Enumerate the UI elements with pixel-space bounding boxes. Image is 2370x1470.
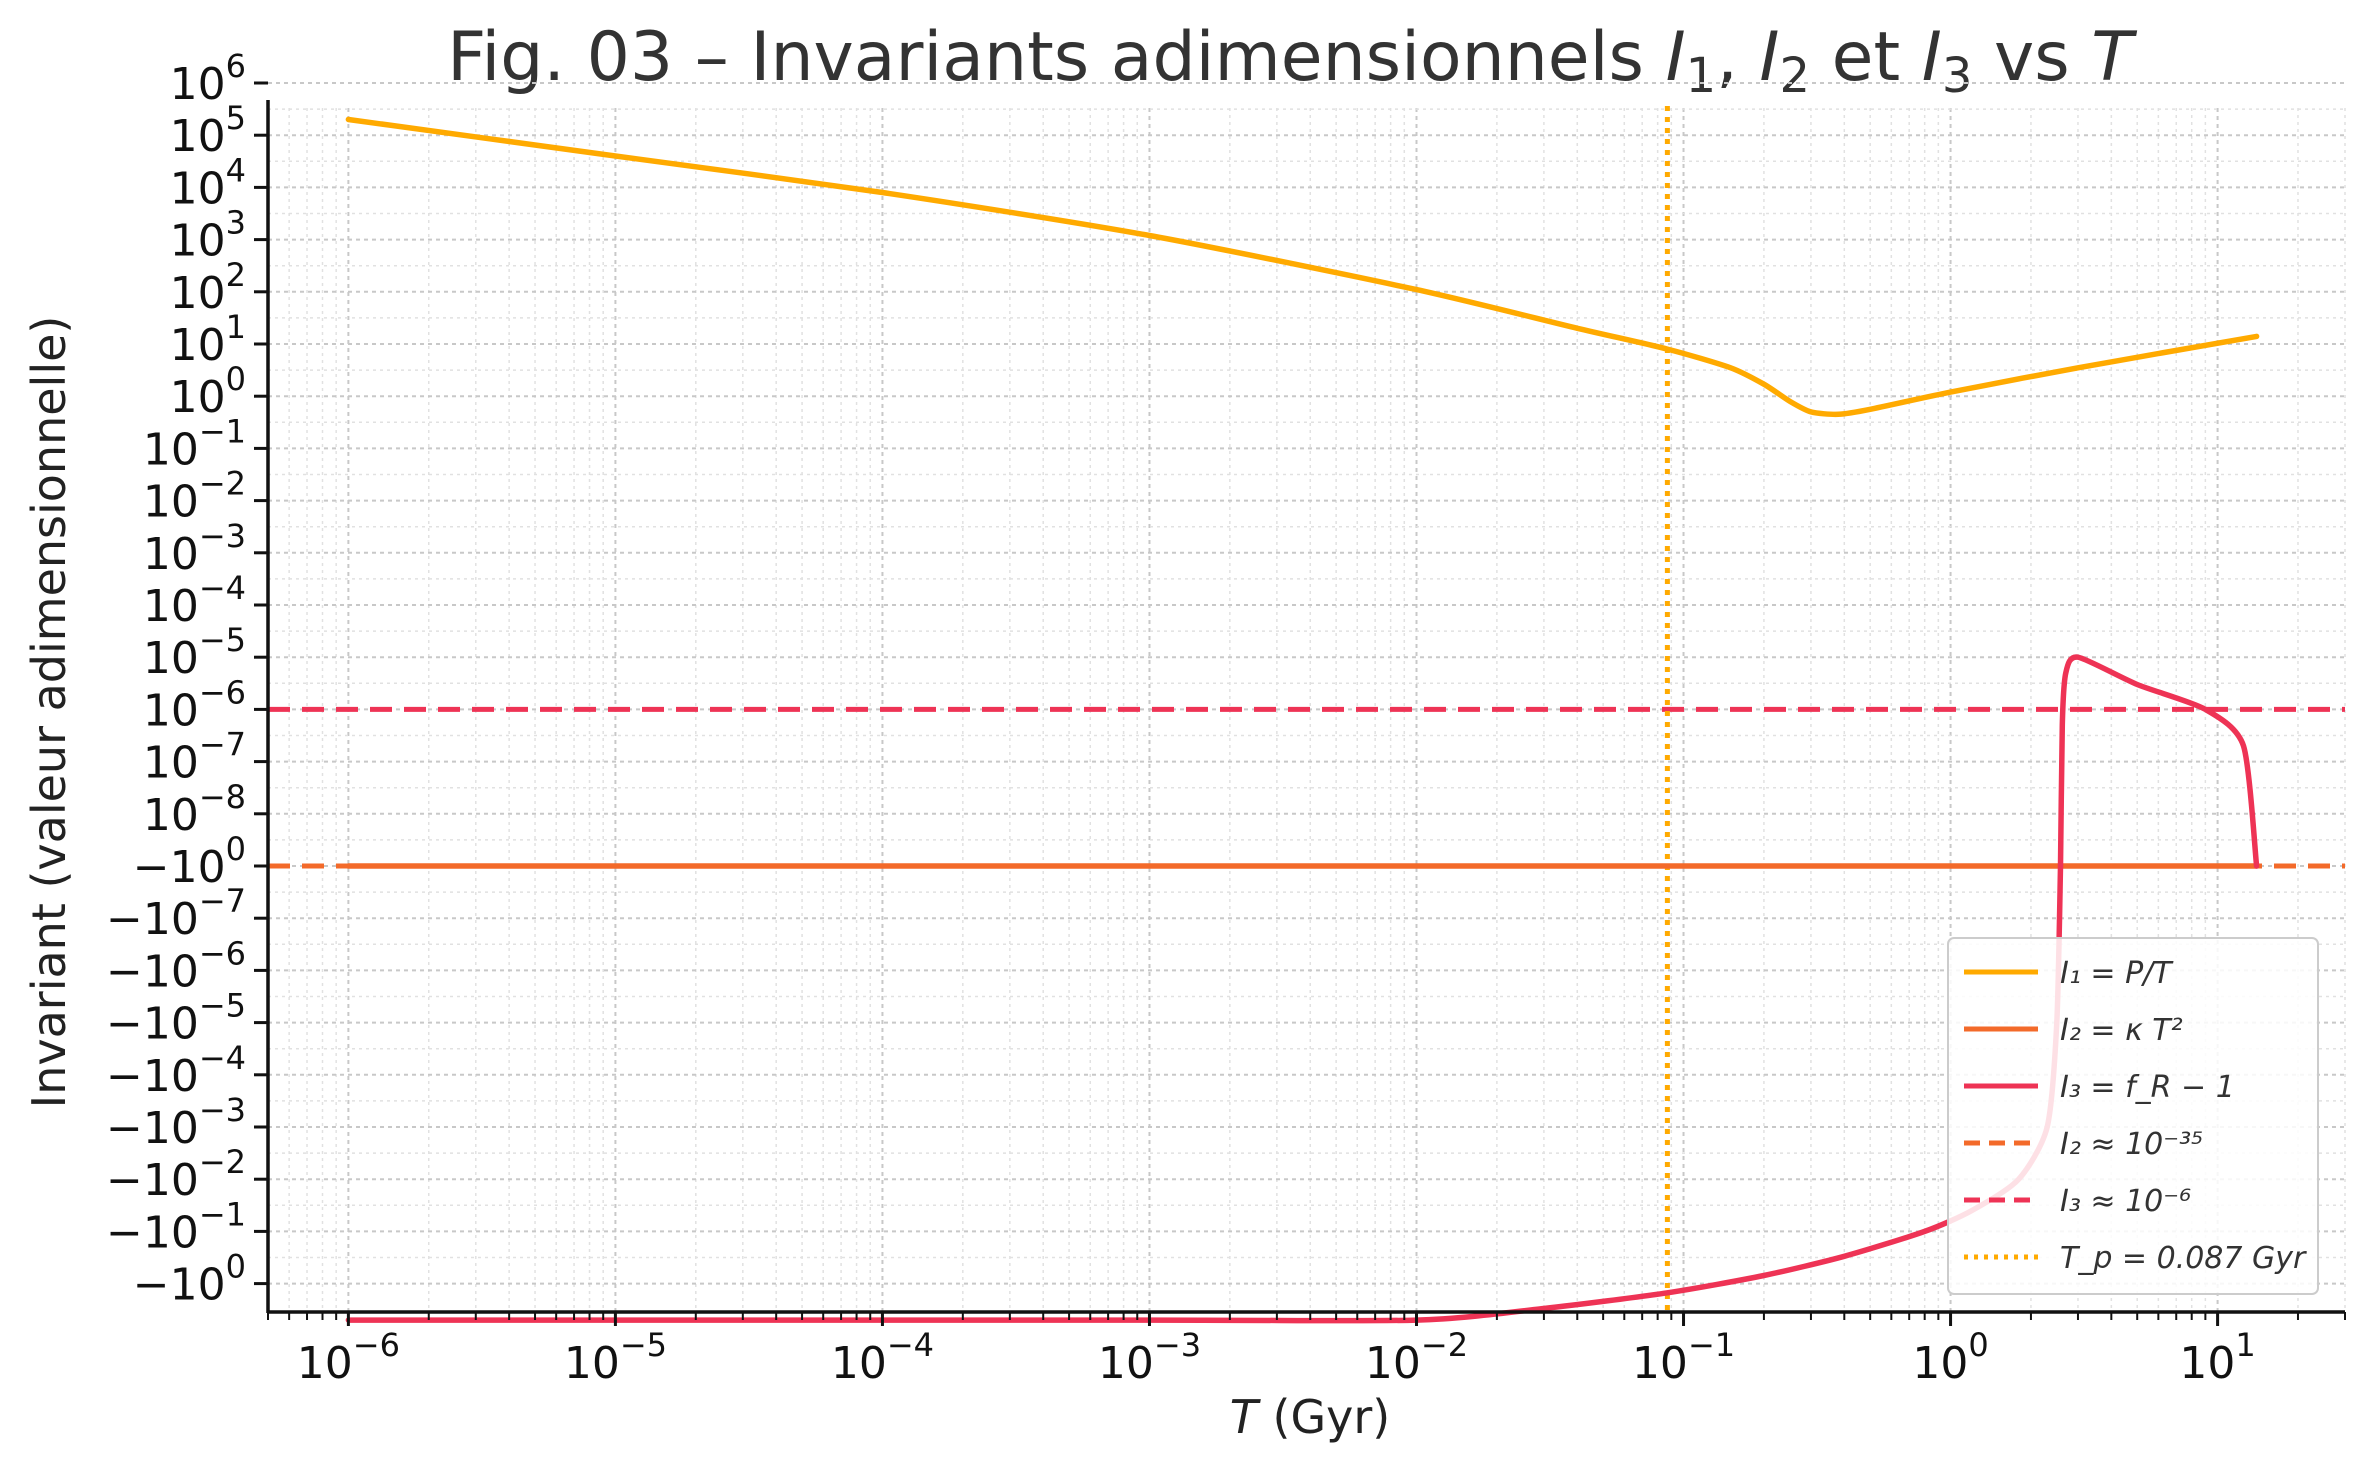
y-tick-labels: 106 105 104 103 102 101 100 10−1 10−2 10… — [106, 47, 246, 1311]
axes — [254, 81, 2346, 1326]
y-tick-label: −10−5 — [106, 987, 246, 1050]
y-tick-label: 106 — [170, 47, 246, 110]
x-tick-label: 10−1 — [1632, 1326, 1735, 1389]
legend-label-4: I₃ ≈ 10⁻⁶ — [2060, 1184, 2191, 1219]
legend-label-1: I₂ = κ T² — [2060, 1013, 2183, 1048]
y-tick-label: −10−1 — [106, 1195, 246, 1258]
y-tick-label: 10−3 — [143, 517, 246, 580]
y-tick-label: −10−2 — [106, 1143, 246, 1206]
legend-label-3: I₂ ≈ 10⁻³⁵ — [2060, 1127, 2203, 1162]
legend-label-2: I₃ = f_R − 1 — [2060, 1070, 2235, 1105]
y-axis-label: Invariant (valeur adimensionnelle) — [22, 316, 76, 1109]
legend-label-0: I₁ = P/T — [2060, 956, 2174, 991]
x-tick-label: 10−3 — [1098, 1326, 1201, 1389]
x-tick-label: 10−6 — [297, 1326, 400, 1389]
chart-title: Fig. 03 – Invariants adimensionnels I1, … — [447, 18, 2137, 104]
x-tick-label: 10−2 — [1365, 1326, 1468, 1389]
y-tick-label: 105 — [170, 99, 246, 162]
series-line-0 — [345, 116, 2260, 418]
y-tick-label: −10−3 — [106, 1091, 246, 1154]
x-tick-label: 101 — [2179, 1326, 2255, 1389]
x-tick-label: 10−4 — [831, 1326, 934, 1389]
legend-label-5: T_p = 0.087 Gyr — [2060, 1241, 2307, 1276]
y-tick-label: 10−8 — [143, 778, 246, 841]
y-tick-label: −100 — [133, 830, 246, 893]
x-tick-label: 100 — [1912, 1326, 1988, 1389]
y-tick-label: 103 — [170, 204, 246, 267]
y-tick-label: 10−1 — [143, 412, 246, 475]
y-tick-label: −10−6 — [106, 934, 246, 997]
y-tick-label: 101 — [170, 308, 246, 371]
x-axis-label: T (Gyr) — [1230, 1390, 1390, 1444]
y-tick-label: 102 — [170, 256, 246, 319]
y-tick-label: −100 — [133, 1248, 246, 1311]
y-tick-label: 100 — [170, 360, 246, 423]
y-tick-label: −10−4 — [106, 1039, 246, 1102]
legend: I₁ = P/T I₂ = κ T² I₃ = f_R − 1 I₂ ≈ 10⁻³⁵ I… — [1947, 937, 2319, 1295]
y-tick-label: 10−7 — [143, 726, 246, 789]
y-tick-label: 10−2 — [143, 465, 246, 528]
y-tick-label: 104 — [170, 151, 246, 214]
y-tick-label: 10−4 — [143, 569, 246, 632]
y-tick-label: 10−6 — [143, 673, 246, 736]
y-tick-label: −10−7 — [106, 882, 246, 945]
x-tick-label: 10−5 — [564, 1326, 667, 1389]
y-tick-label: 10−5 — [143, 621, 246, 684]
legend-box — [1947, 937, 2319, 1295]
x-tick-labels: 10−6 10−5 10−4 10−3 10−2 10−1 100 101 — [297, 1326, 2256, 1389]
